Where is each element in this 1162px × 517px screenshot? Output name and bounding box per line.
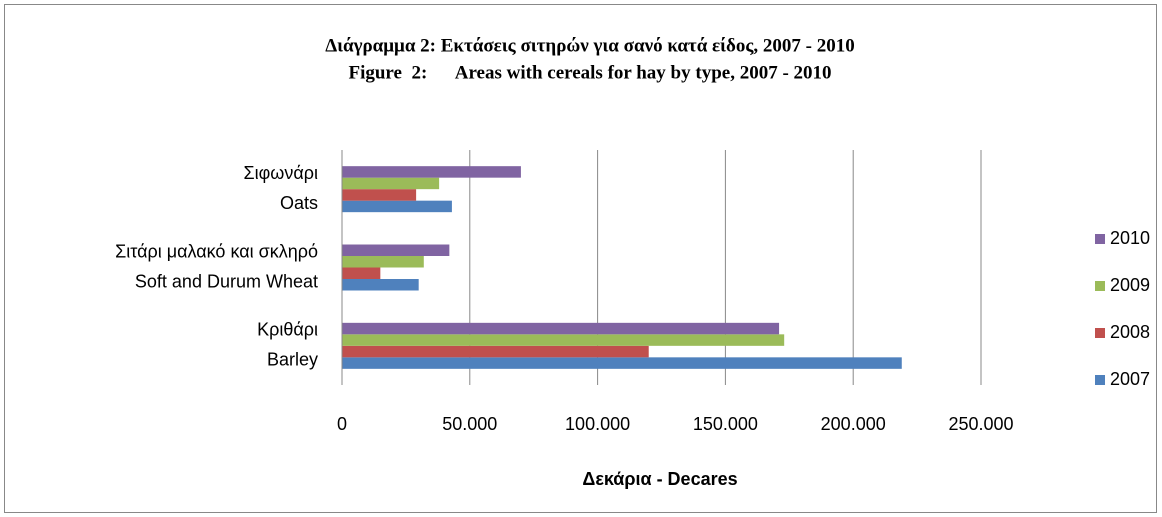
y-tick-label: Κριθάρι xyxy=(257,320,318,340)
x-tick-label: 50.000 xyxy=(442,414,497,434)
chart-title: Διάγραμμα 2: Εκτάσεις σιτηρών για σανό κ… xyxy=(325,35,855,56)
bar xyxy=(342,244,450,256)
legend-label: 2010 xyxy=(1110,228,1150,248)
legend-swatch xyxy=(1095,375,1105,385)
bar xyxy=(342,189,417,201)
x-tick-label: 150.000 xyxy=(693,414,758,434)
y-tick-label: Σιφωνάρι xyxy=(244,163,319,183)
legend-label: 2009 xyxy=(1110,275,1150,295)
x-tick-label: 100.000 xyxy=(565,414,630,434)
bar xyxy=(342,322,780,335)
bar xyxy=(342,345,649,358)
x-tick-label: 0 xyxy=(337,414,347,434)
legend-swatch xyxy=(1095,328,1105,338)
chart-subtitle: Figure 2: Areas with cereals for hay by … xyxy=(348,62,831,83)
bar xyxy=(342,267,381,279)
legend-label: 2007 xyxy=(1110,369,1150,389)
bar xyxy=(342,200,452,213)
chart-border xyxy=(4,4,1157,513)
y-tick-label: Barley xyxy=(267,350,318,370)
bar xyxy=(342,279,419,291)
x-axis-title: Δεκάρια - Decares xyxy=(582,469,737,489)
bar xyxy=(342,177,440,190)
bar xyxy=(342,334,785,346)
legend-swatch xyxy=(1095,281,1105,291)
y-tick-label: Σιτάρι μαλακό και σκληρό xyxy=(115,241,318,261)
bar xyxy=(342,357,902,369)
legend-label: 2008 xyxy=(1110,322,1150,342)
bar xyxy=(342,166,521,178)
x-tick-label: 250.000 xyxy=(948,414,1013,434)
y-tick-label: Soft and Durum Wheat xyxy=(135,271,318,291)
legend-swatch xyxy=(1095,234,1105,244)
bar xyxy=(342,256,424,268)
x-tick-label: 200.000 xyxy=(821,414,886,434)
y-tick-label: Oats xyxy=(280,193,318,213)
